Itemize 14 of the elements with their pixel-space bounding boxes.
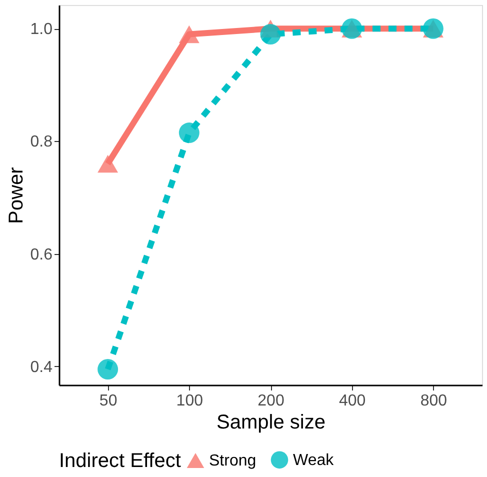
legend-label: Weak (293, 452, 335, 469)
legend-title: Indirect Effect (59, 450, 182, 472)
y-tick-label: 0.6 (30, 246, 53, 264)
x-tick-label: 200 (258, 392, 284, 410)
y-tick-label: 0.8 (30, 134, 53, 151)
x-tick-label: 800 (420, 392, 448, 410)
x-tick-label: 50 (99, 392, 118, 410)
x-tick-label: 100 (176, 392, 204, 410)
y-tick-label: 1.0 (30, 21, 53, 38)
legend-label: Strong (209, 452, 256, 470)
y-axis-title: Power (5, 166, 28, 224)
x-axis-title: Sample size (216, 412, 326, 434)
x-tick-label: 400 (338, 392, 366, 410)
y-tick-label: 0.4 (30, 358, 53, 376)
